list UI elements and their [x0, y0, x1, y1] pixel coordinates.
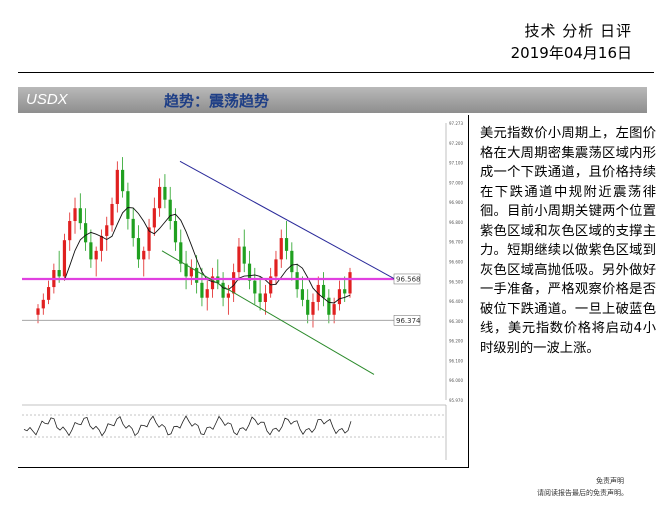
- candle-body: [184, 263, 188, 277]
- candle-body: [200, 282, 204, 298]
- candle-body: [158, 186, 162, 209]
- y-tick-label: 97.200: [449, 141, 463, 146]
- candle-body: [242, 246, 246, 264]
- candle-body: [226, 293, 230, 298]
- level-label: 96.374: [396, 317, 421, 325]
- candle-body: [237, 246, 241, 273]
- candle-body: [284, 238, 289, 251]
- candle-body: [232, 272, 236, 294]
- y-tick-label: 95.970: [449, 398, 463, 403]
- candle-body: [110, 203, 114, 226]
- candle-body: [279, 238, 283, 260]
- header-divider: [18, 72, 654, 73]
- channel-upper-line: [179, 160, 395, 279]
- y-tick-label: 96.800: [449, 220, 463, 225]
- y-tick-label: 97.100: [449, 161, 463, 166]
- channel-lower-line: [161, 250, 375, 375]
- candle-body: [247, 263, 252, 281]
- candle-body: [78, 208, 82, 224]
- candle-body: [337, 289, 342, 305]
- candle-body: [210, 276, 215, 290]
- candle-body: [142, 250, 146, 260]
- candle-body: [173, 221, 178, 243]
- candle-body: [168, 199, 172, 222]
- candle-body: [274, 259, 278, 277]
- candle-body: [179, 242, 183, 264]
- candle-body: [115, 169, 119, 204]
- disclaimer-note: 请阅读报告最后的免责声明。: [537, 489, 628, 497]
- instrument-code: USDX: [26, 91, 68, 108]
- y-tick-label: 96.000: [449, 378, 463, 383]
- candle-body: [189, 267, 193, 277]
- candle-body: [263, 293, 267, 302]
- candle-body: [89, 242, 93, 260]
- candle-body: [105, 225, 109, 236]
- candle-body: [332, 304, 336, 315]
- y-tick-label: 96.200: [449, 339, 463, 344]
- candle-body: [343, 289, 347, 294]
- candle-body: [321, 284, 326, 298]
- candle-body: [300, 289, 305, 300]
- candle-body: [152, 208, 156, 228]
- candle-body: [83, 223, 88, 243]
- candle-body: [311, 301, 315, 315]
- level-label-box: [393, 273, 421, 285]
- candle-body: [205, 289, 209, 298]
- chart-frame: 97.273 97.200 97.100 97.000 96.900 96.800 96.7…: [18, 115, 469, 468]
- y-tick-label: 97.273: [449, 121, 463, 126]
- y-tick-label: 96.400: [449, 299, 463, 304]
- candle-body: [136, 238, 141, 260]
- candle-body: [121, 169, 125, 192]
- report-title: 技术 分析 日评: [524, 22, 632, 40]
- candle-body: [36, 308, 40, 315]
- candle-body: [195, 267, 199, 283]
- candle-body: [253, 280, 257, 294]
- y-tick-label: 96.500: [449, 279, 463, 284]
- y-tick-label: 96.300: [449, 319, 463, 324]
- candle-body: [327, 297, 331, 315]
- y-tick-label: 96.700: [449, 240, 463, 245]
- report-date: 2019年04月16日: [510, 44, 632, 62]
- y-tick-label: 96.600: [449, 260, 463, 265]
- candle-body: [147, 227, 151, 251]
- candle-body: [348, 272, 352, 294]
- candle-body: [62, 240, 67, 277]
- candle-body: [290, 250, 294, 273]
- candle-body: [131, 218, 135, 239]
- y-tick-label: 96.100: [449, 358, 463, 363]
- section-bar: USDX 趋势：震荡趋势: [18, 87, 647, 113]
- candle-body: [46, 287, 51, 300]
- trend-heading: 趋势：震荡趋势: [164, 92, 270, 110]
- candle-body: [57, 270, 61, 277]
- y-tick-label: 97.000: [449, 180, 463, 185]
- candle-body: [306, 299, 310, 315]
- level-label: 96.568: [396, 275, 421, 283]
- disclaimer-title: 免责声明: [596, 477, 624, 485]
- analysis-text: 美元指数价小周期上，左图价格在大周期密集震荡区域内形成一个下跌通道，且价格持续在…: [480, 126, 656, 356]
- candle-body: [73, 208, 77, 222]
- candle-body: [68, 221, 72, 241]
- candle-body: [126, 191, 130, 219]
- candle-body: [295, 272, 299, 290]
- candle-body: [163, 186, 167, 200]
- candle-body: [94, 250, 98, 260]
- price-chart: 97.273 97.200 97.100 97.000 96.900 96.800 96.7…: [22, 121, 463, 460]
- candle-body: [41, 299, 45, 309]
- y-tick-label: 96.900: [449, 200, 463, 205]
- level-label-box: [393, 315, 421, 326]
- oscillator-line: [23, 415, 352, 437]
- candle-body: [221, 282, 225, 298]
- candle-body: [258, 293, 262, 302]
- candle-body: [99, 235, 104, 251]
